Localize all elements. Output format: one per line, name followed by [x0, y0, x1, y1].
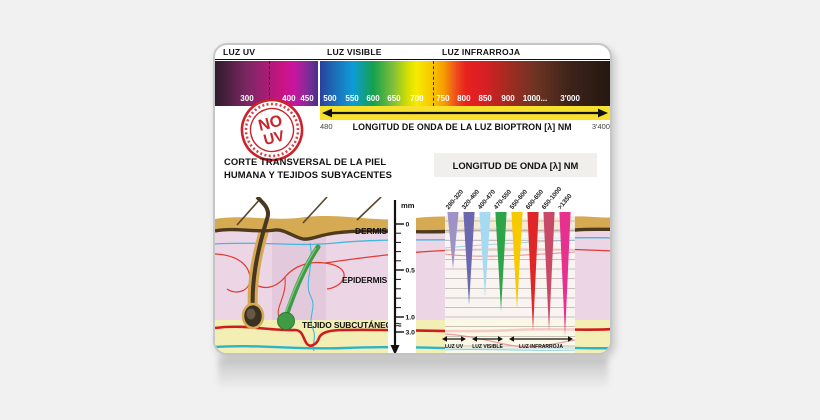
- penetration-spikes-chart: LUZ UV LUZ VISIBLE LUZ INFRARROJA: [442, 212, 573, 350]
- label-luz-infrarroja: LUZ INFRARROJA: [442, 47, 521, 57]
- skin-title-line2: HUMANA Y TEJIDOS SUBYACENTES: [224, 169, 392, 180]
- wavelength-tick: 300: [240, 93, 254, 103]
- dermis-label: DERMIS: [355, 226, 387, 236]
- wavelength-tick: 750: [436, 93, 450, 103]
- depth-panel-header: LONGITUD DE ONDA [λ] NM: [434, 153, 597, 177]
- ruler-tick-label: 1.0: [406, 315, 416, 322]
- wavelength-tick: 900: [501, 93, 515, 103]
- bioptron-bar-label: LONGITUD DE ONDA DE LA LUZ BIOPTRON [λ] …: [352, 122, 572, 132]
- stamp-ring-text: [244, 102, 300, 158]
- skin-section-title: CORTE TRANSVERSAL DE LA PIEL HUMANA Y TE…: [224, 155, 392, 181]
- green-follicle-bulb: [277, 312, 295, 330]
- card-reflection: [218, 358, 608, 400]
- ruler-unit: mm: [401, 201, 415, 210]
- penetration-spike: [511, 212, 523, 309]
- penetration-spike: [543, 212, 555, 331]
- wavelength-tick: 850: [478, 93, 492, 103]
- wavelength-tick: 500: [323, 93, 337, 103]
- band-label: LUZ UV: [445, 344, 464, 350]
- wavelength-tick: 600: [366, 93, 380, 103]
- skin-title-line1: CORTE TRANSVERSAL DE LA PIEL: [224, 156, 387, 167]
- wavelength-tick: 650: [387, 93, 401, 103]
- penetration-spike: [559, 212, 571, 336]
- wavelength-tick: 550: [345, 93, 359, 103]
- depth-panel-title: LONGITUD DE ONDA [λ] NM: [452, 159, 579, 171]
- subcutaneo-label: TEJIDO SUBCUTÁNEO: [302, 320, 392, 330]
- double-arrow-icon: [322, 108, 608, 118]
- depth-ruler: mm 0 0.5 1.0 3.0 ≈: [388, 197, 416, 353]
- epidermis-label: EPIDERMIS: [342, 275, 388, 285]
- range-label: >1350: [556, 192, 574, 211]
- infrared-boundary-dashed-line: [433, 60, 434, 106]
- depth-ruler-scale: mm 0 0.5 1.0 3.0 ≈: [390, 200, 416, 353]
- label-luz-visible: LUZ VISIBLE: [327, 47, 382, 57]
- penetration-spike: [495, 212, 507, 311]
- light-spectrum-section: LUZ UV LUZ VISIBLE LUZ INFRARROJA 300 400…: [215, 47, 610, 106]
- ruler-break-symbol: ≈: [396, 320, 402, 331]
- ruler-tick-label: 0.5: [406, 268, 416, 275]
- stamp-text-no: NO: [257, 113, 284, 135]
- bioptron-range-bar: [320, 106, 610, 120]
- ruler-tick-label: 0: [406, 222, 410, 229]
- wavelength-tick: 450: [300, 93, 314, 103]
- penetration-spike: [447, 212, 459, 269]
- hair-shaft: [250, 197, 270, 314]
- wavelength-tick: 1000...: [522, 93, 548, 103]
- penetration-spike: [527, 212, 539, 331]
- label-luz-uv: LUZ UV: [223, 47, 256, 57]
- wavelength-range-labels: 280-320 320-400 400-470 470-550 550-600 600-6…: [434, 177, 597, 212]
- bioptron-caption-row: 480 LONGITUD DE ONDA DE LA LUZ BIOPTRON …: [320, 122, 610, 132]
- band-label: LUZ INFRARROJA: [519, 344, 563, 350]
- bioptron-min-wavelength: 480: [320, 122, 333, 131]
- wavelength-tick: 700: [410, 93, 424, 103]
- uv-boundary-dashed-line: [269, 60, 270, 106]
- wavelength-tick: 400: [282, 93, 296, 103]
- penetration-spike: [463, 212, 475, 305]
- ruler-tick-label: 3.0: [406, 330, 416, 337]
- visible-start-divider: [318, 60, 321, 106]
- wavelength-tick: 800: [457, 93, 471, 103]
- wavelength-tick: 3'000: [560, 93, 580, 103]
- spectrum-tick-row: 300 400 450 500 550 600 650 700 750 800 850 900 1000…: [215, 61, 610, 106]
- bioptron-infographic-card: LUZ UV LUZ VISIBLE LUZ INFRARROJA 300 400…: [213, 43, 612, 355]
- stamp-text-uv: UV: [262, 127, 286, 149]
- no-uv-stamp: NO UV: [233, 91, 311, 169]
- spectrum-section-labels: LUZ UV LUZ VISIBLE LUZ INFRARROJA: [215, 47, 610, 60]
- band-label: LUZ VISIBLE: [472, 344, 503, 350]
- bioptron-max-wavelength: 3'400: [591, 122, 610, 131]
- spectrum-gradient-bar: 300 400 450 500 550 600 650 700 750 800 850 900 1000…: [215, 60, 610, 106]
- penetration-spike: [479, 212, 491, 297]
